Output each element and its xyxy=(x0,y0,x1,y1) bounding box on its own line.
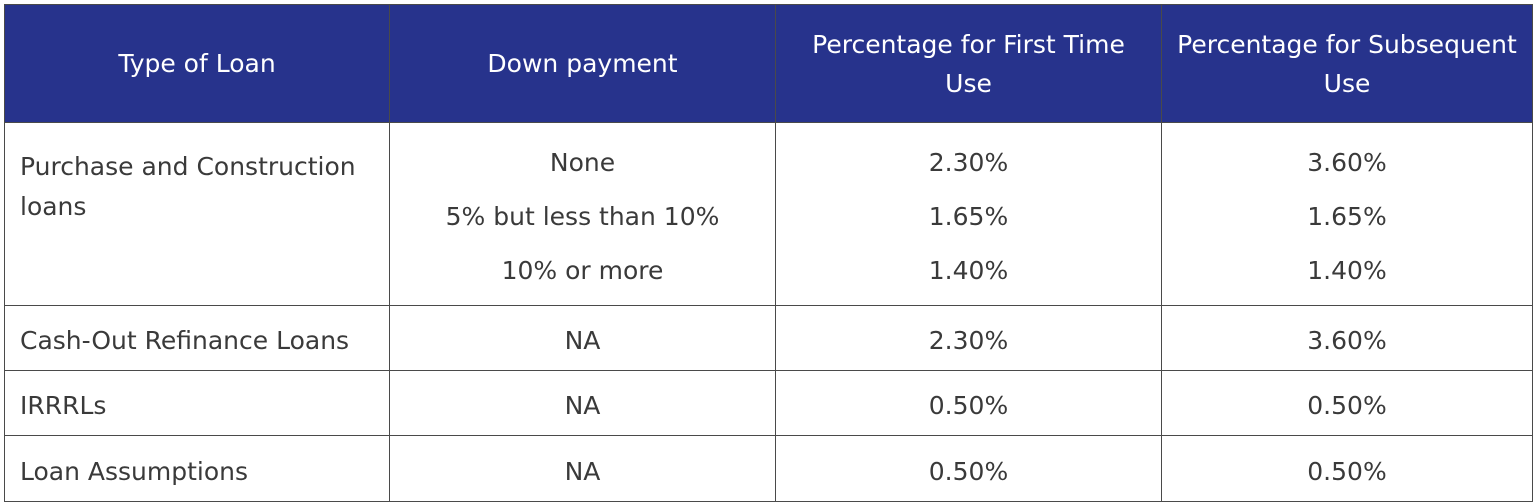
loan-type-cell: Loan Assumptions xyxy=(4,435,390,502)
loan-type-cell: Purchase and Construction loans xyxy=(4,122,390,306)
first-time-value: 2.30% xyxy=(928,148,1009,177)
down-payment-value: 10% or more xyxy=(501,256,664,285)
subsequent-cell: 3.60% 1.65% 1.40% xyxy=(1161,122,1533,306)
header-down-payment: Down payment xyxy=(389,4,776,123)
first-time-cell: 0.50% xyxy=(775,435,1162,502)
table-row: IRRRLs NA 0.50% 0.50% xyxy=(4,370,1533,436)
header-first-time-use: Percentage for First Time Use xyxy=(775,4,1162,123)
header-row: Type of Loan Down payment Percentage for… xyxy=(4,4,1533,123)
subsequent-cell: 0.50% xyxy=(1161,370,1533,436)
first-time-value: 1.65% xyxy=(928,202,1009,231)
subsequent-value: 3.60% xyxy=(1307,148,1387,177)
down-payment-value: None xyxy=(549,148,616,177)
loan-type-cell: IRRRLs xyxy=(4,370,390,436)
header-type-of-loan: Type of Loan xyxy=(4,4,390,123)
funding-fee-table: Type of Loan Down payment Percentage for… xyxy=(4,4,1533,502)
first-time-value: 1.40% xyxy=(928,256,1009,285)
subsequent-value: 1.65% xyxy=(1307,202,1387,231)
down-payment-cell: NA xyxy=(389,305,776,371)
loan-type-cell: Cash-Out Refinance Loans xyxy=(4,305,390,371)
subsequent-cell: 0.50% xyxy=(1161,435,1533,502)
down-payment-value: 5% but less than 10% xyxy=(445,202,720,231)
first-time-cell: 2.30% 1.65% 1.40% xyxy=(775,122,1162,306)
down-payment-cell: NA xyxy=(389,435,776,502)
header-subsequent-use: Percentage for Subsequent Use xyxy=(1161,4,1533,123)
table-row: Purchase and Construction loans None 5% … xyxy=(4,122,1533,306)
table-row: Cash-Out Refinance Loans NA 2.30% 3.60% xyxy=(4,305,1533,371)
table-row: Loan Assumptions NA 0.50% 0.50% xyxy=(4,435,1533,502)
first-time-cell: 2.30% xyxy=(775,305,1162,371)
down-payment-cell: None 5% but less than 10% 10% or more xyxy=(389,122,776,306)
subsequent-cell: 3.60% xyxy=(1161,305,1533,371)
down-payment-cell: NA xyxy=(389,370,776,436)
subsequent-value: 1.40% xyxy=(1307,256,1387,285)
first-time-cell: 0.50% xyxy=(775,370,1162,436)
